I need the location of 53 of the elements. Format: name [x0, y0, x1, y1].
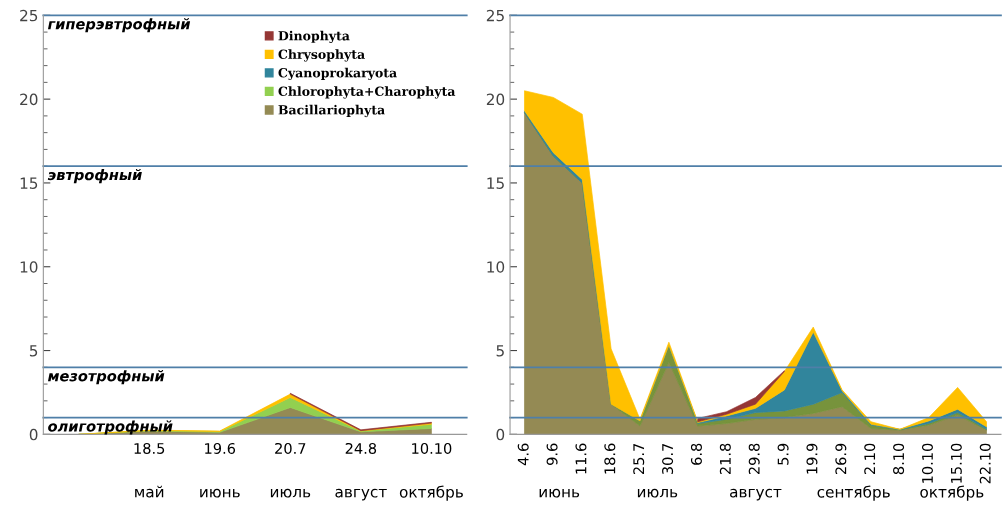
text: июль: [270, 488, 311, 498]
x-tick-label: 5.9: [777, 443, 789, 465]
x-tick-label: 29.8: [748, 443, 760, 475]
ref-line-label: мезотрофный: [47, 370, 165, 385]
y-tick-label: 15: [20, 177, 38, 189]
x-tick-label: 18.6: [604, 443, 616, 474]
text: август: [730, 488, 782, 501]
legend-label: Chrysophyta: [278, 49, 365, 62]
y-tick-label: 25: [20, 9, 38, 22]
x-tick-label: 6.8: [690, 443, 702, 465]
text: октябрь: [920, 485, 984, 501]
x-tick-label: 19.6: [205, 442, 236, 454]
ref-line-label: эвтрофный: [47, 168, 142, 184]
y-tick-label: 5: [29, 345, 38, 357]
legend-label: Dinophyta: [278, 30, 350, 44]
x-tick-label: 10.10: [412, 442, 452, 454]
x-tick-label: 25.7: [633, 443, 645, 475]
x-tick-label: 4.6: [517, 443, 529, 466]
y-tick-label: 0: [496, 428, 505, 441]
y-tick-label: 5: [496, 345, 504, 357]
x-tick-label: 9.6: [546, 443, 558, 465]
x-tick-label: 24.8: [345, 442, 377, 454]
x-tick-label: 15.10: [950, 443, 962, 483]
x-tick-label: 8.10: [893, 443, 905, 475]
ref-line-label: гиперэвтрофный: [47, 18, 191, 33]
y-tick-label: 10: [487, 261, 505, 273]
y-tick-label: 0: [29, 428, 38, 441]
x-tick-label: 2.10: [864, 443, 876, 475]
text: июнь: [200, 488, 240, 498]
x-tick-label: 10.10: [921, 443, 933, 483]
text: июль: [637, 488, 678, 498]
y-tick-label: 10: [20, 261, 38, 273]
y-tick-label: 20: [486, 93, 505, 106]
text: май: [135, 485, 164, 498]
x-tick-label: 26.9: [835, 443, 847, 475]
x-tick-label: 20.7: [275, 442, 306, 454]
y-tick-label: 25: [486, 9, 504, 22]
text: август: [335, 488, 387, 501]
y-tick-label: 15: [487, 177, 504, 189]
legend-label: Bacillariophyta: [278, 104, 385, 118]
legend-label: Cyanoprokaryota: [278, 67, 397, 81]
x-tick-label: 22.10: [979, 443, 991, 484]
text: октябрь: [399, 485, 463, 501]
text: сентябрь: [817, 485, 890, 501]
legend-label: Chlorophyta+Charophyta: [278, 86, 456, 99]
x-tick-label: 18.5: [134, 442, 165, 454]
text: июнь: [539, 488, 580, 498]
x-tick-label: 11.6: [575, 443, 587, 474]
ref-line-label: олиготрофный: [48, 420, 173, 435]
x-tick-label: 19.9: [806, 443, 818, 474]
x-tick-label: 30.7: [662, 443, 674, 475]
y-tick-label: 20: [20, 93, 38, 106]
x-tick-label: 21.8: [719, 443, 731, 475]
